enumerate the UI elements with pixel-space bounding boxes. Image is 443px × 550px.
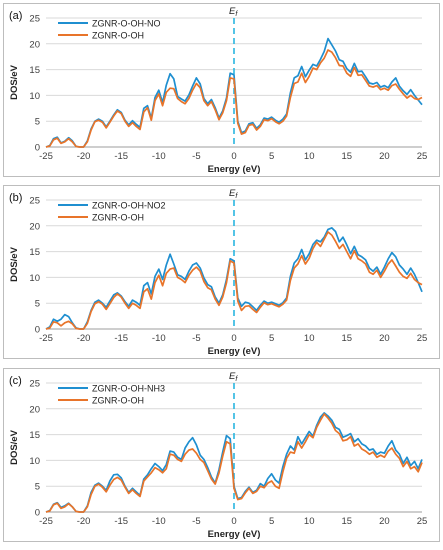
legend-label: ZGNR-O-OH-NO2 bbox=[92, 201, 166, 211]
x-tick-label: -15 bbox=[114, 516, 128, 527]
y-tick-label: 20 bbox=[29, 404, 40, 415]
x-tick-label: 25 bbox=[417, 333, 428, 344]
series-line-2 bbox=[45, 231, 423, 330]
x-tick-label: 25 bbox=[417, 516, 428, 527]
x-tick-label: -25 bbox=[39, 151, 53, 162]
y-tick-label: 10 bbox=[29, 91, 40, 102]
x-tick-label: 5 bbox=[269, 516, 274, 527]
y-tick-label: 10 bbox=[29, 273, 40, 284]
x-axis-label: Energy (eV) bbox=[208, 346, 261, 357]
x-tick-label: 10 bbox=[304, 333, 315, 344]
x-tick-label: -20 bbox=[77, 516, 91, 527]
x-tick-label: 20 bbox=[379, 333, 390, 344]
x-tick-label: 10 bbox=[304, 516, 315, 527]
y-tick-label: 15 bbox=[29, 430, 40, 441]
panel-b: 0 5 10 15 20 25 -25 -20 -15 -10 -5 0 5 10 15 20 25 Energy… bbox=[3, 185, 440, 359]
panel-c: 0 5 10 15 20 25 -25 -20 -15 -10 -5 0 5 10 15 20 25 Energy… bbox=[3, 368, 440, 542]
y-tick-label: 0 bbox=[35, 143, 40, 154]
y-tick-label: 5 bbox=[35, 482, 40, 493]
x-tick-label: -10 bbox=[152, 516, 166, 527]
series-line-2 bbox=[45, 413, 423, 513]
x-tick-label: -25 bbox=[39, 516, 53, 527]
x-tick-label: -5 bbox=[192, 516, 200, 527]
x-tick-label: 15 bbox=[342, 516, 353, 527]
y-tick-label: 20 bbox=[29, 221, 40, 232]
fermi-level-annotation: Ef bbox=[229, 371, 238, 383]
y-axis-label: DOS/eV bbox=[9, 429, 20, 465]
dos-chart-a: 0 5 10 15 20 25 -25 -20 -15 -10 -5 0 5 10 15 20 25 Energy… bbox=[9, 6, 428, 175]
dos-chart-b: 0 5 10 15 20 25 -25 -20 -15 -10 -5 0 5 10 15 20 25 Energy… bbox=[9, 188, 428, 357]
x-tick-label: 20 bbox=[379, 516, 390, 527]
x-tick-label: 15 bbox=[342, 333, 353, 344]
y-tick-label: 0 bbox=[35, 508, 40, 519]
x-tick-label: 5 bbox=[269, 333, 274, 344]
y-tick-label: 25 bbox=[29, 14, 40, 25]
x-tick-label: -15 bbox=[114, 333, 128, 344]
x-axis-label: Energy (eV) bbox=[208, 529, 261, 540]
x-tick-label: 5 bbox=[269, 151, 274, 162]
x-axis-label: Energy (eV) bbox=[208, 164, 261, 175]
y-tick-label: 5 bbox=[35, 117, 40, 128]
y-axis-label: DOS/eV bbox=[9, 64, 20, 100]
x-tick-label: 0 bbox=[231, 333, 236, 344]
y-tick-label: 15 bbox=[29, 65, 40, 76]
legend-label: ZGNR-O-OH-NH3 bbox=[92, 384, 165, 394]
x-tick-label: 15 bbox=[342, 151, 353, 162]
fermi-level-annotation: Ef bbox=[229, 188, 238, 200]
x-tick-label: -15 bbox=[114, 151, 128, 162]
series-line-1 bbox=[45, 227, 423, 330]
x-tick-label: -5 bbox=[192, 151, 200, 162]
y-tick-label: 25 bbox=[29, 379, 40, 390]
x-tick-label: 0 bbox=[231, 516, 236, 527]
dos-chart-c: 0 5 10 15 20 25 -25 -20 -15 -10 -5 0 5 10 15 20 25 Energy… bbox=[9, 371, 428, 540]
legend-label: ZGNR-O-OH-NO bbox=[92, 19, 161, 29]
y-tick-label: 20 bbox=[29, 39, 40, 50]
fermi-level-annotation: Ef bbox=[229, 6, 238, 18]
y-tick-label: 25 bbox=[29, 196, 40, 207]
panel-a: 0 5 10 15 20 25 -25 -20 -15 -10 -5 0 5 10 15 20 25 Energy… bbox=[3, 3, 440, 177]
legend-label: ZGNR-O-OH bbox=[92, 396, 144, 406]
y-tick-label: 10 bbox=[29, 456, 40, 467]
x-tick-label: -10 bbox=[152, 333, 166, 344]
x-tick-label: 10 bbox=[304, 151, 315, 162]
y-tick-label: 0 bbox=[35, 325, 40, 336]
y-tick-label: 5 bbox=[35, 299, 40, 310]
panel-label: (b) bbox=[9, 192, 22, 204]
x-tick-label: -5 bbox=[192, 333, 200, 344]
x-tick-label: 20 bbox=[379, 151, 390, 162]
x-tick-label: 25 bbox=[417, 151, 428, 162]
x-tick-label: -20 bbox=[77, 151, 91, 162]
x-tick-label: -20 bbox=[77, 333, 91, 344]
panel-label: (a) bbox=[9, 10, 22, 22]
series-line-2 bbox=[45, 49, 423, 148]
y-axis-label: DOS/eV bbox=[9, 246, 20, 282]
x-tick-label: 0 bbox=[231, 151, 236, 162]
legend-label: ZGNR-O-OH bbox=[92, 31, 144, 41]
y-tick-label: 15 bbox=[29, 247, 40, 258]
x-tick-label: -25 bbox=[39, 333, 53, 344]
panel-label: (c) bbox=[9, 375, 22, 387]
legend-label: ZGNR-O-OH bbox=[92, 213, 144, 223]
x-tick-label: -10 bbox=[152, 151, 166, 162]
